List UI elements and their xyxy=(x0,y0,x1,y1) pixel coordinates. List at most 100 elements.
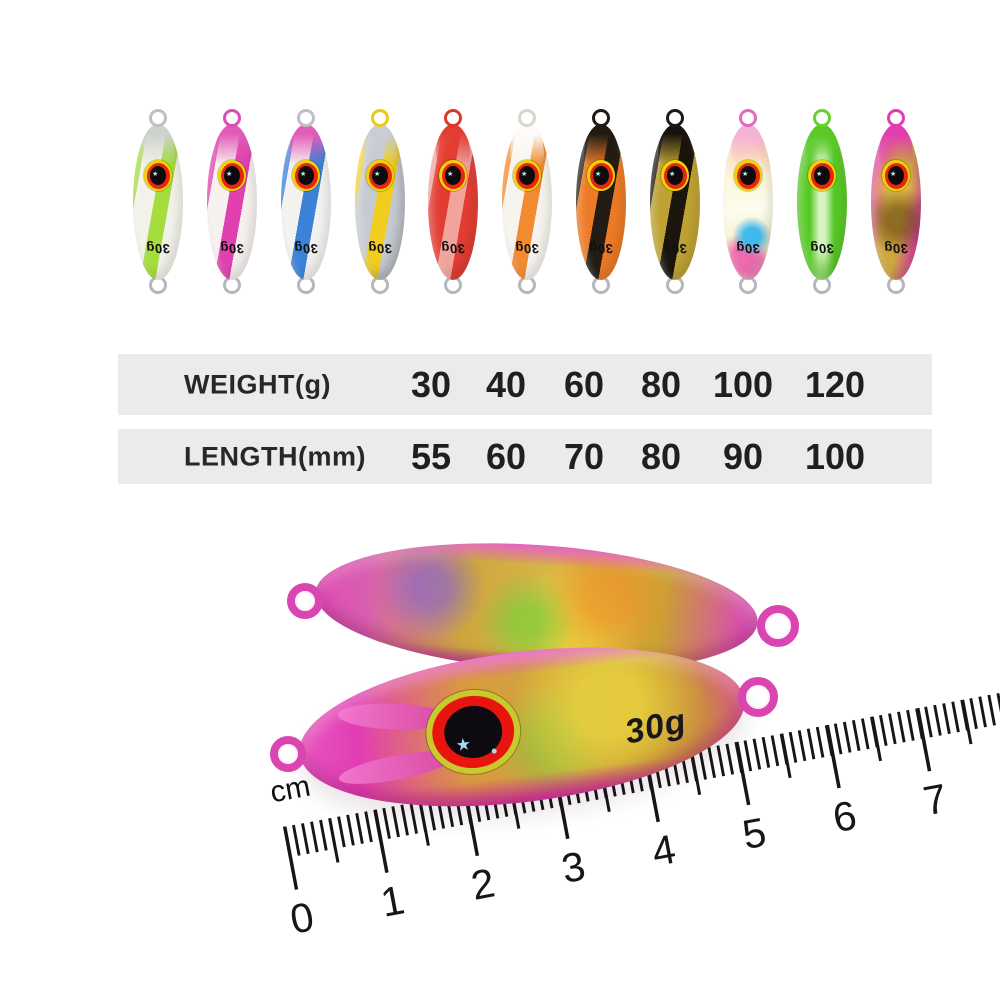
eye-pupil: ★ xyxy=(814,166,830,185)
lure-weight-label: 30g xyxy=(883,240,909,257)
star-glint-icon: ★ xyxy=(890,171,897,178)
lure-eye-icon: ★ xyxy=(292,160,320,191)
spec-value: 60 xyxy=(563,363,605,405)
eye-pupil: ★ xyxy=(667,166,683,185)
hook-ring-icon xyxy=(757,605,799,647)
lure-chartreuse-green: ★ 30g xyxy=(794,109,850,294)
lure-weight-label: 30g xyxy=(219,240,245,257)
lure-weight-label: 30g xyxy=(588,240,614,257)
eye-pupil: ★ xyxy=(519,166,535,185)
line-tie-ring-icon xyxy=(444,109,462,127)
spec-value: 55 xyxy=(410,435,452,477)
eye-pupil: ★ xyxy=(372,166,388,185)
line-tie-ring-icon xyxy=(297,109,315,127)
eye-pupil: ★ xyxy=(593,166,609,185)
eye-pupil: ★ xyxy=(441,702,506,762)
lure-body: ★ 30g xyxy=(502,124,552,280)
lure-body: ★ 30g xyxy=(871,124,921,280)
eye-iris: ★ xyxy=(368,162,392,189)
lure-orange-black-stripe: ★ 30g xyxy=(573,109,629,294)
ruler-unit-label: cm xyxy=(267,769,313,810)
line-tie-ring-icon xyxy=(149,109,167,127)
lure-gold-black-stripe: ★ 30g xyxy=(647,109,703,294)
line-tie-ring-icon xyxy=(270,736,306,772)
star-glint-icon: ★ xyxy=(300,171,307,178)
spec-value: 100 xyxy=(804,435,866,477)
star-glint-icon: ★ xyxy=(816,171,823,178)
lure-weight-label: 30g xyxy=(145,240,171,257)
ruler-number: 2 xyxy=(467,859,499,909)
lure-weight-label: 30g xyxy=(735,240,761,257)
lure-eye-icon: ★ xyxy=(882,160,910,191)
lure-body: ★ 30g xyxy=(428,124,478,280)
lure-body: ★ 30g xyxy=(281,124,331,280)
glint-dot-icon xyxy=(491,748,498,754)
lure-orange-white-stripe: ★ 30g xyxy=(499,109,555,294)
ruler: cm 0 1 2 3 4 5 6 7 xyxy=(268,684,1000,984)
lure-eye-icon: ★ xyxy=(587,160,615,191)
star-glint-icon: ★ xyxy=(374,171,381,178)
lure-weight-label: 30g xyxy=(293,240,319,257)
eye-iris: ★ xyxy=(736,162,760,189)
line-tie-ring-icon xyxy=(223,109,241,127)
lure-chartreuse-white-stripe: ★ 30g xyxy=(130,109,186,294)
eye-iris: ★ xyxy=(515,162,539,189)
eye-iris: ★ xyxy=(663,162,687,189)
star-glint-icon: ★ xyxy=(152,171,159,178)
lure-pink-white-stripe: ★ 30g xyxy=(204,109,260,294)
spec-row-weight: WEIGHT(g) 30 40 60 80 100 120 xyxy=(118,354,932,415)
eye-iris: ★ xyxy=(441,162,465,189)
lure-eye-icon: ★ xyxy=(218,160,246,191)
lure-weight-label: 30g xyxy=(809,240,835,257)
line-tie-ring-icon xyxy=(518,109,536,127)
spec-value: 100 xyxy=(712,363,774,405)
ruler-ticks xyxy=(283,684,1000,890)
spec-value: 30 xyxy=(410,363,452,405)
spec-value: 70 xyxy=(563,435,605,477)
eye-pupil: ★ xyxy=(740,166,756,185)
spec-value: 40 xyxy=(485,363,527,405)
line-tie-ring-icon xyxy=(666,109,684,127)
lure-pink-gold: ★ 30g xyxy=(868,109,924,294)
lure-blue-white-stripe: ★ 30g xyxy=(278,109,334,294)
eye-iris: ★ xyxy=(589,162,613,189)
ruler-number: 7 xyxy=(919,774,951,825)
line-tie-ring-icon xyxy=(592,109,610,127)
lure-body: ★ 30g xyxy=(723,124,773,280)
spec-row-label: WEIGHT(g) xyxy=(184,369,331,399)
eye-iris: ★ xyxy=(884,162,908,189)
spec-row-length: LENGTH(mm) 55 60 70 80 90 100 xyxy=(118,429,932,484)
lure-weight-label: 30g xyxy=(662,240,688,257)
star-glint-icon: ★ xyxy=(521,171,528,178)
lure-eye-icon: ★ xyxy=(439,160,467,191)
eye-iris: ★ xyxy=(428,691,519,773)
ruler-number: 1 xyxy=(377,876,408,926)
spec-value: 80 xyxy=(640,435,682,477)
spec-row-label: LENGTH(mm) xyxy=(184,441,366,471)
lure-body: ★ 30g xyxy=(650,124,700,280)
star-glint-icon: ★ xyxy=(454,734,473,756)
lure-rainbow-glow: ★ 30g xyxy=(720,109,776,294)
lure-body: ★ 30g xyxy=(576,124,626,280)
spec-value: 120 xyxy=(804,363,866,405)
lure-color-row: ★ 30g ★ 30g ★ 30g ★ 30g ★ 30g ★ 30g ★ 30g ★ 30g ★ 30g ★ 30g… xyxy=(0,0,1000,340)
ruler-number: 3 xyxy=(557,842,589,892)
line-tie-ring-icon xyxy=(887,109,905,127)
lure-weight-label: 30g xyxy=(367,240,393,257)
eye-iris: ★ xyxy=(294,162,318,189)
line-tie-ring-icon xyxy=(287,583,323,619)
lure-eye-icon: ★ xyxy=(421,684,526,780)
star-glint-icon: ★ xyxy=(226,171,233,178)
lure-eye-icon: ★ xyxy=(366,160,394,191)
eye-pupil: ★ xyxy=(224,166,240,185)
line-tie-ring-icon xyxy=(739,109,757,127)
lure-weight-label: 30g xyxy=(514,240,540,257)
ruler-number: 6 xyxy=(829,791,861,842)
eye-pupil: ★ xyxy=(445,166,461,185)
ruler-number: 5 xyxy=(738,808,770,859)
featured-lure-back-side xyxy=(311,530,762,685)
spec-value: 80 xyxy=(640,363,682,405)
lure-red-gold-stripe: ★ 30g xyxy=(425,109,481,294)
lure-body: ★ 30g xyxy=(207,124,257,280)
